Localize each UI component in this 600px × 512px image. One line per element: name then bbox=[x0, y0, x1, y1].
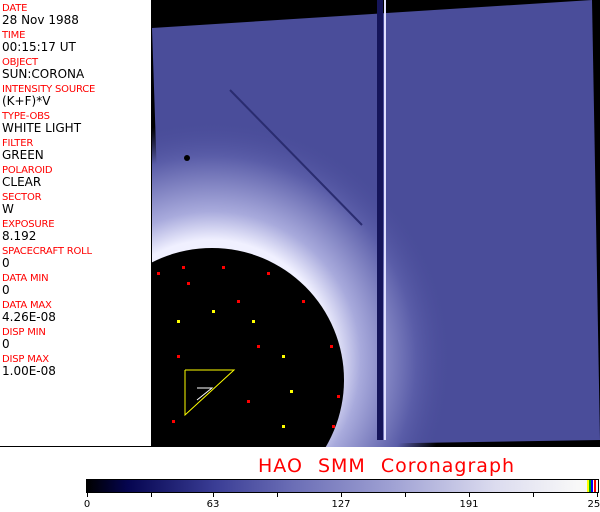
field-label: DATE bbox=[2, 3, 28, 14]
field-label: TIME bbox=[2, 30, 26, 41]
field-label: DATA MIN bbox=[2, 273, 49, 284]
color-bar bbox=[86, 479, 599, 493]
field-label: EXPOSURE bbox=[2, 219, 55, 230]
field-value: 0 bbox=[2, 256, 10, 270]
colorbar-tick-label: 191 bbox=[459, 499, 479, 510]
field-value: CLEAR bbox=[2, 175, 42, 189]
metadata-panel: DATE 28 Nov 1988 TIME 00:15:17 UT OBJECT SUN:… bbox=[0, 0, 152, 447]
colorbar-tick bbox=[151, 492, 152, 497]
field-label: OBJECT bbox=[2, 57, 38, 68]
colorbar-tick bbox=[213, 492, 214, 497]
field-value: 0 bbox=[2, 337, 10, 351]
field-value: WHITE LIGHT bbox=[2, 121, 82, 135]
field-value: 1.00E-08 bbox=[2, 364, 56, 378]
colorbar-tick bbox=[469, 492, 470, 497]
field-value: 0 bbox=[2, 283, 10, 297]
instrument-title: HAO SMM Coronagraph bbox=[258, 455, 516, 477]
colorbar-tick bbox=[533, 492, 534, 497]
field-label: FILTER bbox=[2, 138, 34, 149]
field-value: (K+F)*V bbox=[2, 94, 51, 108]
colorbar-tick bbox=[87, 492, 88, 497]
field-label: DISP MIN bbox=[2, 327, 46, 338]
coronagraph-image bbox=[152, 0, 600, 447]
field-label: DISP MAX bbox=[2, 354, 49, 365]
field-value: 00:15:17 UT bbox=[2, 40, 76, 54]
field-label: TYPE-OBS bbox=[2, 111, 50, 122]
field-label: SPACECRAFT ROLL bbox=[2, 246, 92, 257]
colorbar-tick-label: 127 bbox=[331, 499, 351, 510]
field-label: DATA MAX bbox=[2, 300, 52, 311]
field-label: INTENSITY SOURCE bbox=[2, 84, 96, 95]
field-value: 4.26E-08 bbox=[2, 310, 56, 324]
colorbar-tick bbox=[277, 492, 278, 497]
colorbar-tick bbox=[341, 492, 342, 497]
field-value: SUN:CORONA bbox=[2, 67, 85, 81]
field-value: 28 Nov 1988 bbox=[2, 13, 79, 27]
colorbar-tick bbox=[405, 492, 406, 497]
colorbar-tick-label: 0 bbox=[83, 499, 91, 510]
colorbar-tick-label: 255 bbox=[587, 499, 600, 510]
colorbar-tick-label: 63 bbox=[206, 499, 220, 510]
field-label: SECTOR bbox=[2, 192, 42, 203]
colorbar-tick bbox=[597, 492, 598, 497]
field-label: POLAROID bbox=[2, 165, 53, 176]
field-value: GREEN bbox=[2, 148, 44, 162]
field-value: W bbox=[2, 202, 14, 216]
solar-limb-markers bbox=[157, 266, 340, 428]
field-value: 8.192 bbox=[2, 229, 37, 243]
